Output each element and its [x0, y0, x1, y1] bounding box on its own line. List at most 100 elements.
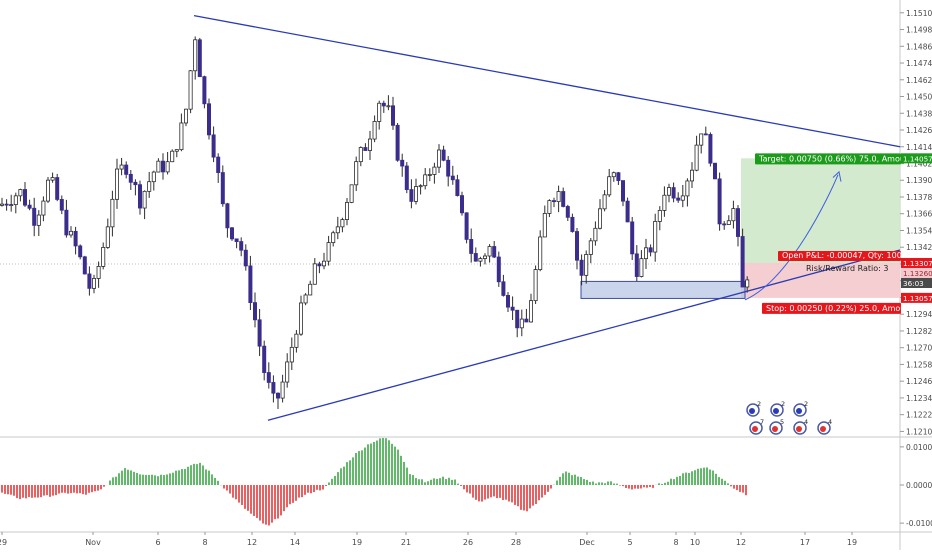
candle-down [32, 207, 37, 226]
event-marker[interactable]: 2 [770, 400, 785, 417]
candle-up [174, 149, 179, 152]
price-axis: 1.15100 1.14980 1.14860 1.14740 1.14620 1.145… [900, 9, 932, 436]
candle-down [616, 172, 621, 181]
candle-down [252, 302, 257, 321]
price-tick-label: 1.13420 [906, 243, 932, 252]
candle-up [331, 232, 336, 244]
price-tick-label: 1.14620 [906, 76, 932, 85]
candle-up [607, 176, 612, 196]
candle-up [418, 185, 423, 188]
candle-up [427, 174, 432, 176]
candle-down [713, 162, 718, 180]
candle-up [611, 172, 616, 178]
candle-up [105, 226, 110, 248]
candle-down [128, 173, 133, 183]
candle-down [59, 199, 64, 211]
event-marker-dot [752, 426, 758, 432]
event-marker[interactable]: 2 [746, 400, 761, 417]
candle-down [575, 231, 580, 261]
candle-up [285, 361, 290, 383]
candle-up [731, 208, 736, 222]
candle-up [694, 144, 699, 171]
price-tick-label: 1.14020 [906, 159, 932, 168]
candle-down [561, 191, 566, 207]
price-tick-label: 1.12340 [906, 394, 932, 403]
candle-down [27, 204, 32, 209]
time-tick-label: 17 [800, 538, 810, 547]
time-tick-label: 14 [290, 538, 300, 547]
event-markers: 2 2 2 7 5 4 4 [746, 400, 832, 435]
candle-down [243, 249, 248, 267]
event-marker-count: 4 [804, 418, 808, 426]
time-tick-label: 6 [155, 538, 160, 547]
candle-down [275, 392, 280, 399]
candle-up [478, 258, 483, 262]
candle-down [570, 216, 575, 232]
candle-down [446, 159, 451, 177]
candle-down [64, 209, 69, 236]
candle-down [552, 200, 557, 203]
candle-up [69, 230, 74, 236]
candle-down [722, 223, 727, 226]
candle-up [101, 247, 106, 267]
candle-up [115, 168, 120, 200]
candle-up [298, 302, 303, 335]
candle-up [644, 247, 649, 260]
risk-reward-label: Risk/Reward Ratio: 3 [806, 264, 888, 273]
event-marker[interactable]: 2 [793, 400, 808, 417]
candle-down [510, 306, 515, 311]
candle-up [680, 195, 685, 201]
stop-price-badge: 1.13057 [903, 294, 932, 303]
target-price-badge: 1.14057 [903, 154, 932, 163]
candle-up [340, 219, 345, 228]
time-tick-label: Nov [85, 538, 101, 547]
candle-up [179, 122, 184, 151]
event-marker-dot [796, 408, 802, 414]
event-marker[interactable]: 5 [769, 418, 784, 435]
candle-up [280, 381, 285, 399]
candle-down [211, 134, 216, 158]
event-marker[interactable]: 4 [817, 418, 832, 435]
time-tick-label: 12 [247, 538, 257, 547]
event-marker-count: 2 [804, 400, 808, 408]
event-marker[interactable]: 4 [793, 418, 808, 435]
candle-up [183, 108, 188, 124]
price-tick-label: 1.15100 [906, 9, 932, 18]
time-axis: 29 Nov 6 8 12 14 19 21 26 28 Dec 5 8 10 12 17 19 [0, 532, 857, 547]
price-tick-label: 1.13900 [906, 176, 932, 185]
candle-down [579, 259, 584, 276]
candle-down [197, 39, 202, 78]
candle-down [206, 103, 211, 136]
candle-up [41, 200, 46, 216]
candle-up [321, 260, 326, 267]
event-marker-dot [749, 408, 755, 414]
candle-down [676, 197, 681, 201]
candle-down [515, 309, 520, 329]
target-price-badge-bg [901, 153, 932, 164]
candle-up [699, 133, 704, 146]
candle-down [464, 212, 469, 240]
candle-down [492, 246, 497, 258]
candle-up [487, 246, 492, 257]
candle-down [505, 295, 510, 308]
price-tick-label: 1.14980 [906, 26, 932, 35]
event-marker-dot [820, 426, 826, 432]
candle-down [736, 208, 741, 237]
candle-up [326, 242, 331, 262]
candle-up [193, 39, 198, 72]
candle-down [78, 245, 83, 258]
candle-up [119, 164, 124, 170]
candle-up [533, 269, 538, 302]
position-labels: Target: 0.00750 (0.66%) 75.0, Amount Stop… [755, 153, 932, 314]
candle-down [229, 227, 234, 240]
candle-up [726, 220, 731, 225]
price-tick-label: 1.13780 [906, 193, 932, 202]
projection-arrowhead [832, 170, 842, 182]
time-tick-label: 19 [352, 538, 362, 547]
event-marker[interactable]: 7 [749, 418, 764, 435]
candle-down [496, 256, 501, 283]
candle-down [469, 239, 474, 254]
